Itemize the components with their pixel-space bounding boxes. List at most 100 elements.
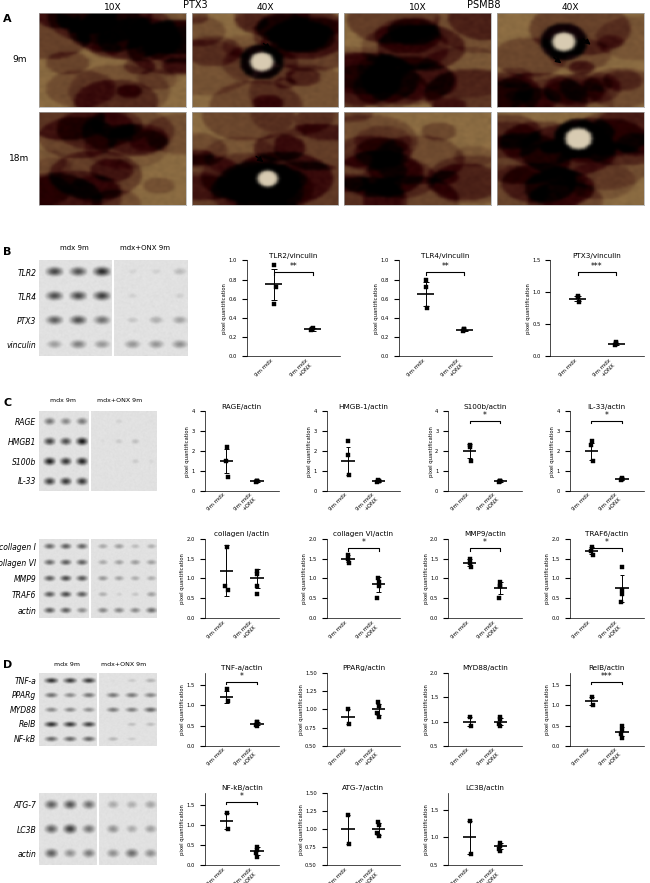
Point [372,592,382,606]
Text: *: * [240,672,244,681]
Point [252,850,263,864]
Point [617,730,627,744]
Point [344,836,355,850]
Point [252,473,262,487]
Point [373,571,384,585]
Point [374,473,384,487]
Point [373,695,384,709]
Point [465,555,475,570]
Title: PTX3/vinculin: PTX3/vinculin [573,253,621,259]
Text: mdx 9m: mdx 9m [60,245,89,251]
Point [495,836,505,850]
Point [252,714,262,728]
Text: mdx+ONX 9m: mdx+ONX 9m [120,245,170,251]
Y-axis label: pixel quantification: pixel quantification [302,553,307,604]
Point [573,289,583,303]
Text: *: * [240,792,244,801]
Point [586,544,597,558]
Point [252,587,262,601]
Point [494,841,504,856]
Point [222,806,232,820]
Point [586,434,597,449]
Point [495,474,505,488]
Point [494,592,504,606]
Y-axis label: pixel quantification: pixel quantification [424,804,428,855]
Title: HMGB-1/actin: HMGB-1/actin [339,404,388,410]
Point [344,468,355,482]
Y-axis label: pixel quantification: pixel quantification [298,684,304,735]
Point [495,720,506,734]
Text: B: B [3,247,12,257]
Point [495,839,505,853]
Point [250,475,261,489]
Point [495,474,505,488]
Point [588,698,598,713]
Text: D: D [3,660,12,669]
Text: PTX3: PTX3 [183,0,207,10]
Point [588,547,598,562]
Y-axis label: pixel quantification: pixel quantification [424,684,428,735]
Point [465,710,475,724]
Title: TLR4/vinculin: TLR4/vinculin [421,253,469,259]
Point [222,694,233,708]
Point [222,540,232,554]
Point [343,808,354,822]
Y-axis label: pixel quantification: pixel quantification [181,684,185,735]
Point [344,717,355,731]
Point [586,540,597,554]
Text: **: ** [441,262,449,271]
Point [574,295,584,309]
Point [573,291,583,305]
Point [250,846,261,860]
Point [250,718,261,732]
Y-axis label: pixel quantification: pixel quantification [526,283,531,334]
Y-axis label: pixel quantification: pixel quantification [222,283,227,334]
Point [252,474,262,488]
Point [466,720,476,734]
Point [373,576,384,590]
Point [616,472,627,486]
Title: TLR2/vinculin: TLR2/vinculin [269,253,317,259]
Point [307,321,318,336]
Point [372,706,382,721]
Point [609,338,619,352]
Point [252,843,262,857]
Point [220,579,230,593]
Point [222,683,232,697]
Point [373,819,384,833]
Point [222,584,233,598]
Text: mdx 9m: mdx 9m [50,398,76,404]
Point [611,336,621,350]
Point [373,815,384,829]
Point [465,813,475,827]
Point [495,473,506,487]
Title: RelB/actin: RelB/actin [588,666,625,671]
Point [252,563,262,577]
Point [495,576,505,590]
Title: 10X: 10X [103,4,121,12]
Point [374,579,384,593]
Text: ***: *** [601,672,612,681]
Title: 10X: 10X [409,4,426,12]
Point [466,847,476,861]
Point [252,715,262,729]
Point [343,552,354,566]
Y-axis label: 9m: 9m [12,56,27,64]
Title: 40X: 40X [256,4,274,12]
Point [252,568,262,582]
Title: RAGE/actin: RAGE/actin [222,404,262,410]
Point [268,258,279,272]
Point [617,587,627,601]
Y-axis label: pixel quantification: pixel quantification [307,426,312,477]
Point [459,323,469,337]
Title: ATG-7/actin: ATG-7/actin [343,785,384,791]
Point [343,448,354,462]
Point [252,719,263,733]
Point [270,280,281,294]
Text: *: * [604,539,608,547]
Text: C: C [3,398,12,408]
Point [588,454,598,468]
Point [344,555,355,570]
Text: PSMB8: PSMB8 [467,0,501,10]
Title: PPARg/actin: PPARg/actin [342,666,385,671]
